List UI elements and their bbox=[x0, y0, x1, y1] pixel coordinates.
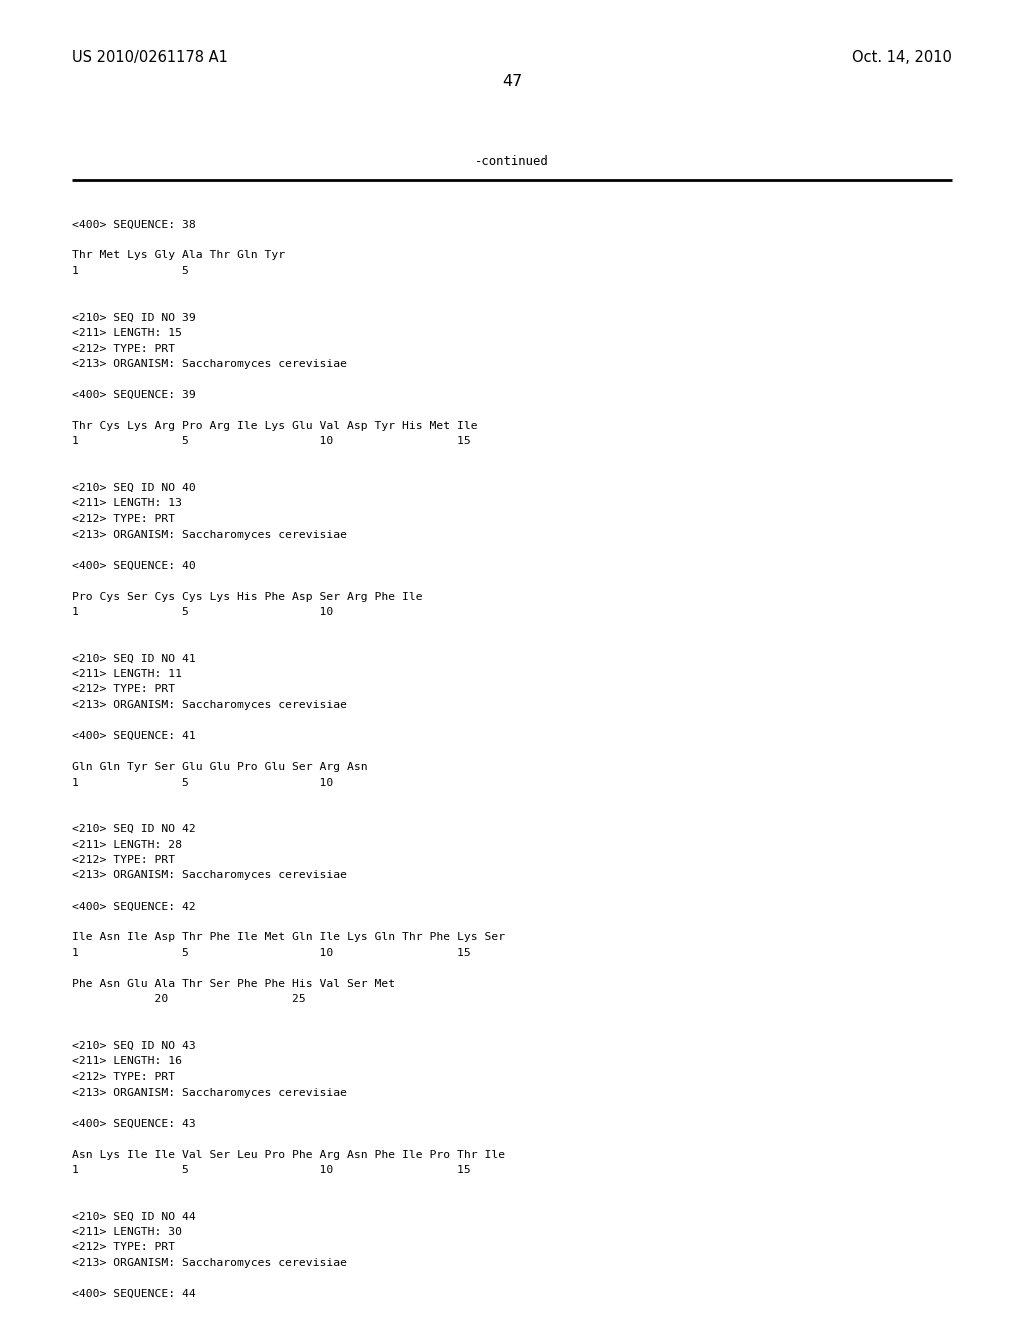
Text: <210> SEQ ID NO 39: <210> SEQ ID NO 39 bbox=[72, 313, 196, 322]
Text: 1               5                   10                  15: 1 5 10 15 bbox=[72, 948, 471, 958]
Text: Oct. 14, 2010: Oct. 14, 2010 bbox=[852, 50, 952, 65]
Text: <400> SEQUENCE: 38: <400> SEQUENCE: 38 bbox=[72, 219, 196, 230]
Text: <210> SEQ ID NO 44: <210> SEQ ID NO 44 bbox=[72, 1212, 196, 1221]
Text: <400> SEQUENCE: 42: <400> SEQUENCE: 42 bbox=[72, 902, 196, 912]
Text: 20                  25: 20 25 bbox=[72, 994, 306, 1005]
Text: <211> LENGTH: 15: <211> LENGTH: 15 bbox=[72, 327, 182, 338]
Text: Pro Cys Ser Cys Cys Lys His Phe Asp Ser Arg Phe Ile: Pro Cys Ser Cys Cys Lys His Phe Asp Ser … bbox=[72, 591, 423, 602]
Text: US 2010/0261178 A1: US 2010/0261178 A1 bbox=[72, 50, 228, 65]
Text: <211> LENGTH: 30: <211> LENGTH: 30 bbox=[72, 1228, 182, 1237]
Text: <210> SEQ ID NO 41: <210> SEQ ID NO 41 bbox=[72, 653, 196, 664]
Text: <212> TYPE: PRT: <212> TYPE: PRT bbox=[72, 685, 175, 694]
Text: 1               5                   10: 1 5 10 bbox=[72, 607, 333, 616]
Text: <213> ORGANISM: Saccharomyces cerevisiae: <213> ORGANISM: Saccharomyces cerevisiae bbox=[72, 700, 347, 710]
Text: <400> SEQUENCE: 39: <400> SEQUENCE: 39 bbox=[72, 389, 196, 400]
Text: <210> SEQ ID NO 42: <210> SEQ ID NO 42 bbox=[72, 824, 196, 834]
Text: <400> SEQUENCE: 41: <400> SEQUENCE: 41 bbox=[72, 731, 196, 741]
Text: Thr Cys Lys Arg Pro Arg Ile Lys Glu Val Asp Tyr His Met Ile: Thr Cys Lys Arg Pro Arg Ile Lys Glu Val … bbox=[72, 421, 477, 432]
Text: <210> SEQ ID NO 40: <210> SEQ ID NO 40 bbox=[72, 483, 196, 492]
Text: <211> LENGTH: 11: <211> LENGTH: 11 bbox=[72, 669, 182, 678]
Text: Gln Gln Tyr Ser Glu Glu Pro Glu Ser Arg Asn: Gln Gln Tyr Ser Glu Glu Pro Glu Ser Arg … bbox=[72, 762, 368, 772]
Text: <213> ORGANISM: Saccharomyces cerevisiae: <213> ORGANISM: Saccharomyces cerevisiae bbox=[72, 1088, 347, 1097]
Text: Thr Met Lys Gly Ala Thr Gln Tyr: Thr Met Lys Gly Ala Thr Gln Tyr bbox=[72, 251, 285, 260]
Text: -continued: -continued bbox=[475, 154, 549, 168]
Text: Phe Asn Glu Ala Thr Ser Phe Phe His Val Ser Met: Phe Asn Glu Ala Thr Ser Phe Phe His Val … bbox=[72, 979, 395, 989]
Text: <213> ORGANISM: Saccharomyces cerevisiae: <213> ORGANISM: Saccharomyces cerevisiae bbox=[72, 870, 347, 880]
Text: <213> ORGANISM: Saccharomyces cerevisiae: <213> ORGANISM: Saccharomyces cerevisiae bbox=[72, 1258, 347, 1269]
Text: <211> LENGTH: 13: <211> LENGTH: 13 bbox=[72, 499, 182, 508]
Text: 1               5                   10                  15: 1 5 10 15 bbox=[72, 1166, 471, 1175]
Text: <212> TYPE: PRT: <212> TYPE: PRT bbox=[72, 513, 175, 524]
Text: <400> SEQUENCE: 44: <400> SEQUENCE: 44 bbox=[72, 1290, 196, 1299]
Text: <212> TYPE: PRT: <212> TYPE: PRT bbox=[72, 1072, 175, 1082]
Text: <211> LENGTH: 16: <211> LENGTH: 16 bbox=[72, 1056, 182, 1067]
Text: Asn Lys Ile Ile Val Ser Leu Pro Phe Arg Asn Phe Ile Pro Thr Ile: Asn Lys Ile Ile Val Ser Leu Pro Phe Arg … bbox=[72, 1150, 505, 1159]
Text: <212> TYPE: PRT: <212> TYPE: PRT bbox=[72, 1242, 175, 1253]
Text: Ile Asn Ile Asp Thr Phe Ile Met Gln Ile Lys Gln Thr Phe Lys Ser: Ile Asn Ile Asp Thr Phe Ile Met Gln Ile … bbox=[72, 932, 505, 942]
Text: 1               5                   10                  15: 1 5 10 15 bbox=[72, 437, 471, 446]
Text: <213> ORGANISM: Saccharomyces cerevisiae: <213> ORGANISM: Saccharomyces cerevisiae bbox=[72, 359, 347, 370]
Text: 47: 47 bbox=[502, 74, 522, 88]
Text: <211> LENGTH: 28: <211> LENGTH: 28 bbox=[72, 840, 182, 850]
Text: <210> SEQ ID NO 43: <210> SEQ ID NO 43 bbox=[72, 1041, 196, 1051]
Text: 1               5                   10: 1 5 10 bbox=[72, 777, 333, 788]
Text: <213> ORGANISM: Saccharomyces cerevisiae: <213> ORGANISM: Saccharomyces cerevisiae bbox=[72, 529, 347, 540]
Text: 1               5: 1 5 bbox=[72, 267, 188, 276]
Text: <400> SEQUENCE: 43: <400> SEQUENCE: 43 bbox=[72, 1118, 196, 1129]
Text: <212> TYPE: PRT: <212> TYPE: PRT bbox=[72, 855, 175, 865]
Text: <400> SEQUENCE: 40: <400> SEQUENCE: 40 bbox=[72, 561, 196, 570]
Text: <212> TYPE: PRT: <212> TYPE: PRT bbox=[72, 343, 175, 354]
